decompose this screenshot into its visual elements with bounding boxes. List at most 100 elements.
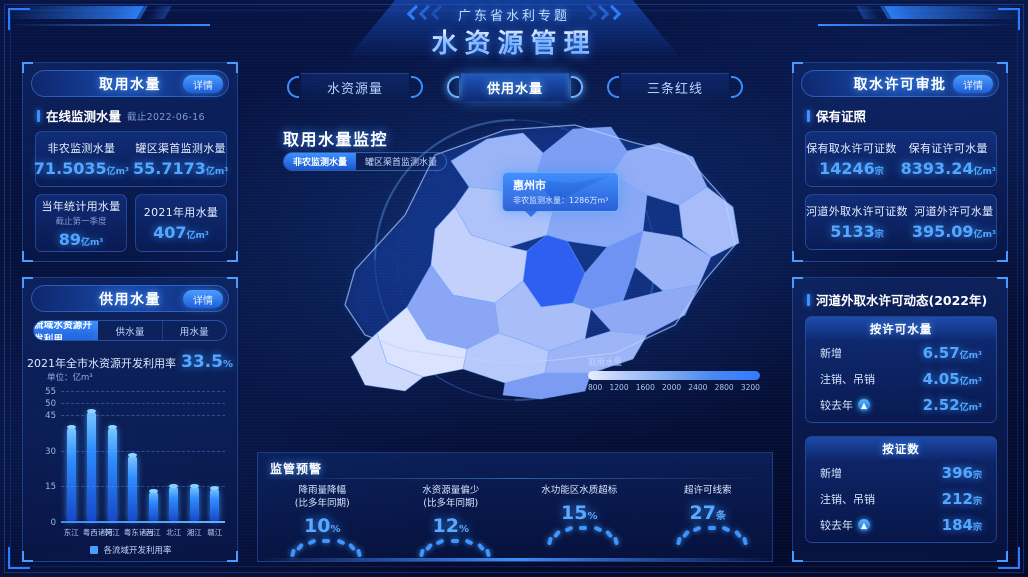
row-value: 4.05亿m³ [922,370,982,388]
tab-basin-development[interactable]: 流域水资源开发利用 [34,321,99,340]
panel-supervision-warning: 监管预警 降雨量降幅 (比多年同期) 10% 水资源量偏少 (比多年同期) 12% 水功能区… [257,452,773,562]
section-label: 保有证照 [816,109,867,124]
stat-label: 非农监测水量 [47,142,116,155]
chart-y-tick: 30 [45,446,56,457]
row-value: 396宗 [941,464,982,482]
toggle-nonagri-monitor[interactable]: 非农监测水量 [284,153,357,170]
legend-tick: 2800 [714,383,734,392]
chart-bar-column[interactable] [124,385,142,521]
chart-bar-column[interactable] [165,385,183,521]
chart-x-tick: 东江 [63,528,79,537]
legend-tick: 1600 [635,383,655,392]
panel-permit-dynamics: 河道外取水许可动态(2022年) 按许可水量 新增 6.57亿m³ 注销、吊销 … [792,277,1008,562]
basin-development-chart: 单位：亿m³ 55 50 45 30 15 0 东江 粤西诸河 韩江 粤东诸河 西江 北江 湘江 赣江 … [31,371,231,557]
panel-intake-water: 取用水量 详情 在线监测水量 截止2022-06-16 非农监测水量 71.50… [22,62,238,262]
row-new-count: 新增 396宗 [806,460,996,486]
chart-bar[interactable] [87,408,97,521]
arrow-up-icon: ▲ [858,399,870,411]
stat-label: 当年统计用水量 [41,199,121,213]
chart-x-tick: 西江 [145,528,161,537]
row-label: 新增 [820,467,842,480]
legend-tick: 800 [588,383,603,392]
row-cancelled-count: 注销、吊销 212宗 [806,486,996,512]
chart-unit-label: 单位：亿m³ [47,373,93,383]
tab-water-resource-amount[interactable]: 水资源量 [285,73,425,101]
stat-label: 罐区渠首监测水量 [135,142,226,155]
tab-supply-usage[interactable]: 供用水量 [445,73,585,101]
warning-item[interactable]: 降雨量降幅 (比多年同期) 10% [258,485,387,560]
tab-water-supply[interactable]: 供水量 [98,321,163,340]
warning-item-value: 10% [304,514,341,537]
page-title: 水资源管理 [431,23,596,60]
stat-permit-count: 保有取水许可证数 14246宗 [804,136,898,182]
stat-label: 保有证许可水量 [908,142,988,155]
stat-offstream-volume: 河道外许可水量 395.09亿m³ [910,199,998,245]
warning-item[interactable]: 水功能区水质超标 15% [515,485,644,560]
chart-bar-column[interactable] [62,385,80,521]
row-value: 184宗 [941,516,982,534]
chart-gridline: 45 [45,411,225,421]
chart-bar[interactable] [148,488,158,521]
stat-value: 407亿m³ [153,223,209,242]
stat-label: 保有取水许可证数 [806,142,897,155]
stat-value: 8393.24亿m³ [900,159,996,178]
development-rate-line: 2021年全市水资源开发利用率 33.5% [23,352,237,372]
arrow-up-icon: ▲ [858,519,870,531]
chart-gridline: 30 [45,447,225,457]
stat-label: 河道外取水许可证数 [806,205,908,218]
row-label: 较去年 [820,399,853,412]
chart-bar[interactable] [210,486,220,521]
legend-tick: 3200 [740,383,760,392]
row-value: 2.52亿m³ [922,396,982,414]
map-tooltip: 惠州市 非农监测水量：1286万m³ [502,172,620,217]
warning-item[interactable]: 水资源量偏少 (比多年同期) 12% [387,485,516,560]
header-wing-left [6,4,230,34]
chart-bar-column[interactable] [83,385,101,521]
tab-three-red-lines[interactable]: 三条红线 [605,73,745,101]
chart-x-axis [61,521,225,523]
chart-bar[interactable] [66,425,76,521]
warning-item-value: 15% [561,501,598,524]
detail-button-permit[interactable]: 详情 [953,75,993,93]
chart-bar[interactable] [107,425,117,521]
chart-x-tick: 湘江 [186,528,202,537]
toggle-canal-monitor[interactable]: 罐区渠首监测水量 [365,158,438,168]
detail-button-supply[interactable]: 详情 [183,290,223,308]
chart-x-tick: 粤西诸河 [82,528,113,537]
warning-item-value: 12% [432,514,469,537]
tab-water-usage[interactable]: 用水量 [179,326,209,338]
chart-bar[interactable] [169,483,179,521]
section-title-held-licenses: 保有证照 [807,106,1007,125]
legend-tick: 1200 [609,383,629,392]
panel-title-permit: 取水许可审批 [853,76,947,93]
map-metric-toggle: 非农监测水量 罐区渠首监测水量 [283,152,448,171]
stat-sub: 截止第一季度 [55,216,107,227]
detail-button-intake[interactable]: 详情 [183,75,223,93]
chart-gridline: 15 [45,482,225,492]
stat-card-last-year: 2021年用水量 407亿m³ [135,194,227,252]
warning-gauge-arc [415,538,491,560]
row-label: 注销、吊销 [820,493,875,506]
page-header: 广东省水利专题 水资源管理 [0,0,1028,62]
chart-y-tick: 0 [50,518,56,528]
chart-bar[interactable] [189,483,199,521]
warning-item-label: 水资源量偏少 (比多年同期) [422,485,480,509]
mini-card-by-volume: 按许可水量 新增 6.57亿m³ 注销、吊销 4.05亿m³ 较去年 ▲ 2.52… [805,316,997,423]
stat-value: 395.09亿m³ [911,222,996,241]
chart-bar-column[interactable] [206,385,224,521]
row-value: 6.57亿m³ [922,344,982,362]
chart-y-tick: 15 [45,482,56,493]
warning-item[interactable]: 超许可线索 27条 [644,485,773,560]
chart-bar-column[interactable] [185,385,203,521]
chart-legend: 各流域开发利用率 [31,544,231,556]
chart-x-tick: 赣江 [207,528,223,537]
chart-x-tick-labels: 东江 粤西诸河 韩江 粤东诸河 西江 北江 湘江 赣江 [61,527,225,538]
stat-current-year-usage: 当年统计用水量 截止第一季度 89亿m³ [36,194,126,253]
chart-bar-column[interactable] [103,385,121,521]
chart-bar[interactable] [128,453,138,521]
rate-value: 33.5% [181,352,233,372]
chart-bar-column[interactable] [144,385,162,521]
panel-title-supply: 供用水量 [99,291,161,308]
chart-gridline: 50 [45,399,225,409]
legend-swatch-icon [90,546,99,554]
